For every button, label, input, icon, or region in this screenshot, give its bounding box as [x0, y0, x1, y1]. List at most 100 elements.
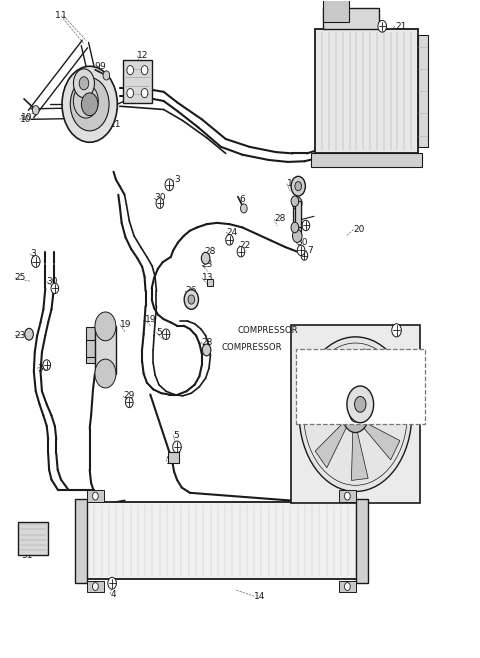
Circle shape: [291, 196, 299, 207]
Circle shape: [156, 198, 164, 209]
Bar: [339, 490, 356, 502]
Circle shape: [355, 397, 366, 412]
Bar: [87, 490, 104, 502]
Circle shape: [292, 197, 302, 210]
Polygon shape: [307, 394, 345, 417]
Text: 18: 18: [166, 457, 178, 466]
Circle shape: [32, 255, 40, 267]
Text: 12: 12: [137, 51, 149, 61]
Circle shape: [237, 247, 245, 257]
Polygon shape: [324, 352, 353, 401]
Text: 2: 2: [392, 326, 397, 335]
Polygon shape: [367, 383, 404, 414]
Bar: [295, 201, 300, 228]
Text: 28: 28: [275, 215, 286, 224]
Circle shape: [226, 235, 233, 245]
Text: 9: 9: [99, 63, 105, 72]
Circle shape: [108, 577, 116, 589]
Text: 10: 10: [20, 115, 31, 124]
Text: 11: 11: [107, 115, 118, 124]
Circle shape: [95, 359, 116, 388]
Text: 7: 7: [307, 246, 312, 255]
Text: 31: 31: [22, 551, 33, 559]
Circle shape: [173, 441, 181, 453]
Circle shape: [301, 251, 308, 260]
Circle shape: [127, 89, 133, 97]
Bar: [87, 580, 104, 592]
Circle shape: [51, 283, 59, 293]
Circle shape: [162, 329, 170, 340]
Bar: [168, 451, 179, 463]
Text: 1: 1: [61, 11, 67, 20]
Circle shape: [141, 89, 148, 97]
Text: 1: 1: [55, 11, 60, 20]
Circle shape: [291, 176, 305, 196]
Bar: [315, 29, 418, 153]
Circle shape: [125, 397, 133, 407]
Circle shape: [99, 372, 108, 384]
Polygon shape: [315, 421, 347, 468]
Bar: [84, 502, 360, 579]
Text: 13: 13: [202, 273, 213, 282]
Text: 8: 8: [91, 347, 97, 357]
Text: 30: 30: [154, 193, 166, 203]
Bar: [356, 499, 368, 582]
Bar: [323, 0, 349, 22]
Bar: [18, 522, 48, 555]
Circle shape: [73, 84, 98, 118]
Text: 12: 12: [140, 92, 151, 101]
Text: 4: 4: [110, 590, 116, 599]
Circle shape: [62, 66, 117, 142]
Circle shape: [292, 230, 302, 243]
Circle shape: [297, 245, 305, 255]
Circle shape: [141, 66, 148, 75]
Text: 28: 28: [204, 247, 216, 256]
Bar: [206, 279, 213, 286]
Circle shape: [95, 312, 116, 341]
Polygon shape: [351, 430, 368, 480]
Text: 23: 23: [99, 369, 110, 378]
Text: 17: 17: [405, 405, 416, 413]
Circle shape: [345, 492, 350, 500]
Text: 16: 16: [287, 179, 298, 188]
Circle shape: [93, 582, 98, 590]
Text: 25: 25: [15, 273, 26, 282]
Circle shape: [201, 252, 210, 264]
Circle shape: [165, 179, 174, 191]
Circle shape: [350, 407, 361, 422]
Circle shape: [184, 290, 199, 309]
Circle shape: [240, 204, 247, 213]
Bar: [86, 327, 95, 363]
Text: 30: 30: [37, 364, 48, 373]
Text: 28: 28: [201, 338, 212, 347]
Circle shape: [82, 93, 98, 116]
Text: 3: 3: [30, 249, 36, 258]
Circle shape: [202, 344, 211, 356]
Circle shape: [70, 78, 109, 131]
Bar: [323, 8, 379, 29]
Circle shape: [93, 492, 98, 500]
Circle shape: [79, 77, 89, 90]
Bar: [339, 580, 356, 592]
Bar: [293, 203, 301, 236]
Text: 21: 21: [395, 22, 407, 31]
Text: 22: 22: [239, 241, 250, 249]
Text: 3: 3: [174, 175, 180, 184]
Text: 19: 19: [120, 320, 131, 329]
Circle shape: [345, 582, 350, 590]
Circle shape: [73, 69, 95, 97]
Circle shape: [188, 295, 195, 304]
Text: COMPRESSOR: COMPRESSOR: [238, 326, 298, 335]
Text: 30: 30: [296, 238, 308, 247]
Bar: [290, 325, 420, 503]
Bar: [418, 36, 428, 147]
Circle shape: [127, 66, 133, 75]
Circle shape: [378, 20, 386, 32]
Text: 9: 9: [95, 63, 100, 72]
Circle shape: [295, 182, 301, 191]
Circle shape: [43, 360, 50, 370]
Text: COMPRESSOR: COMPRESSOR: [222, 343, 283, 352]
Circle shape: [291, 222, 299, 233]
Circle shape: [25, 328, 34, 340]
Text: 23: 23: [15, 331, 26, 340]
